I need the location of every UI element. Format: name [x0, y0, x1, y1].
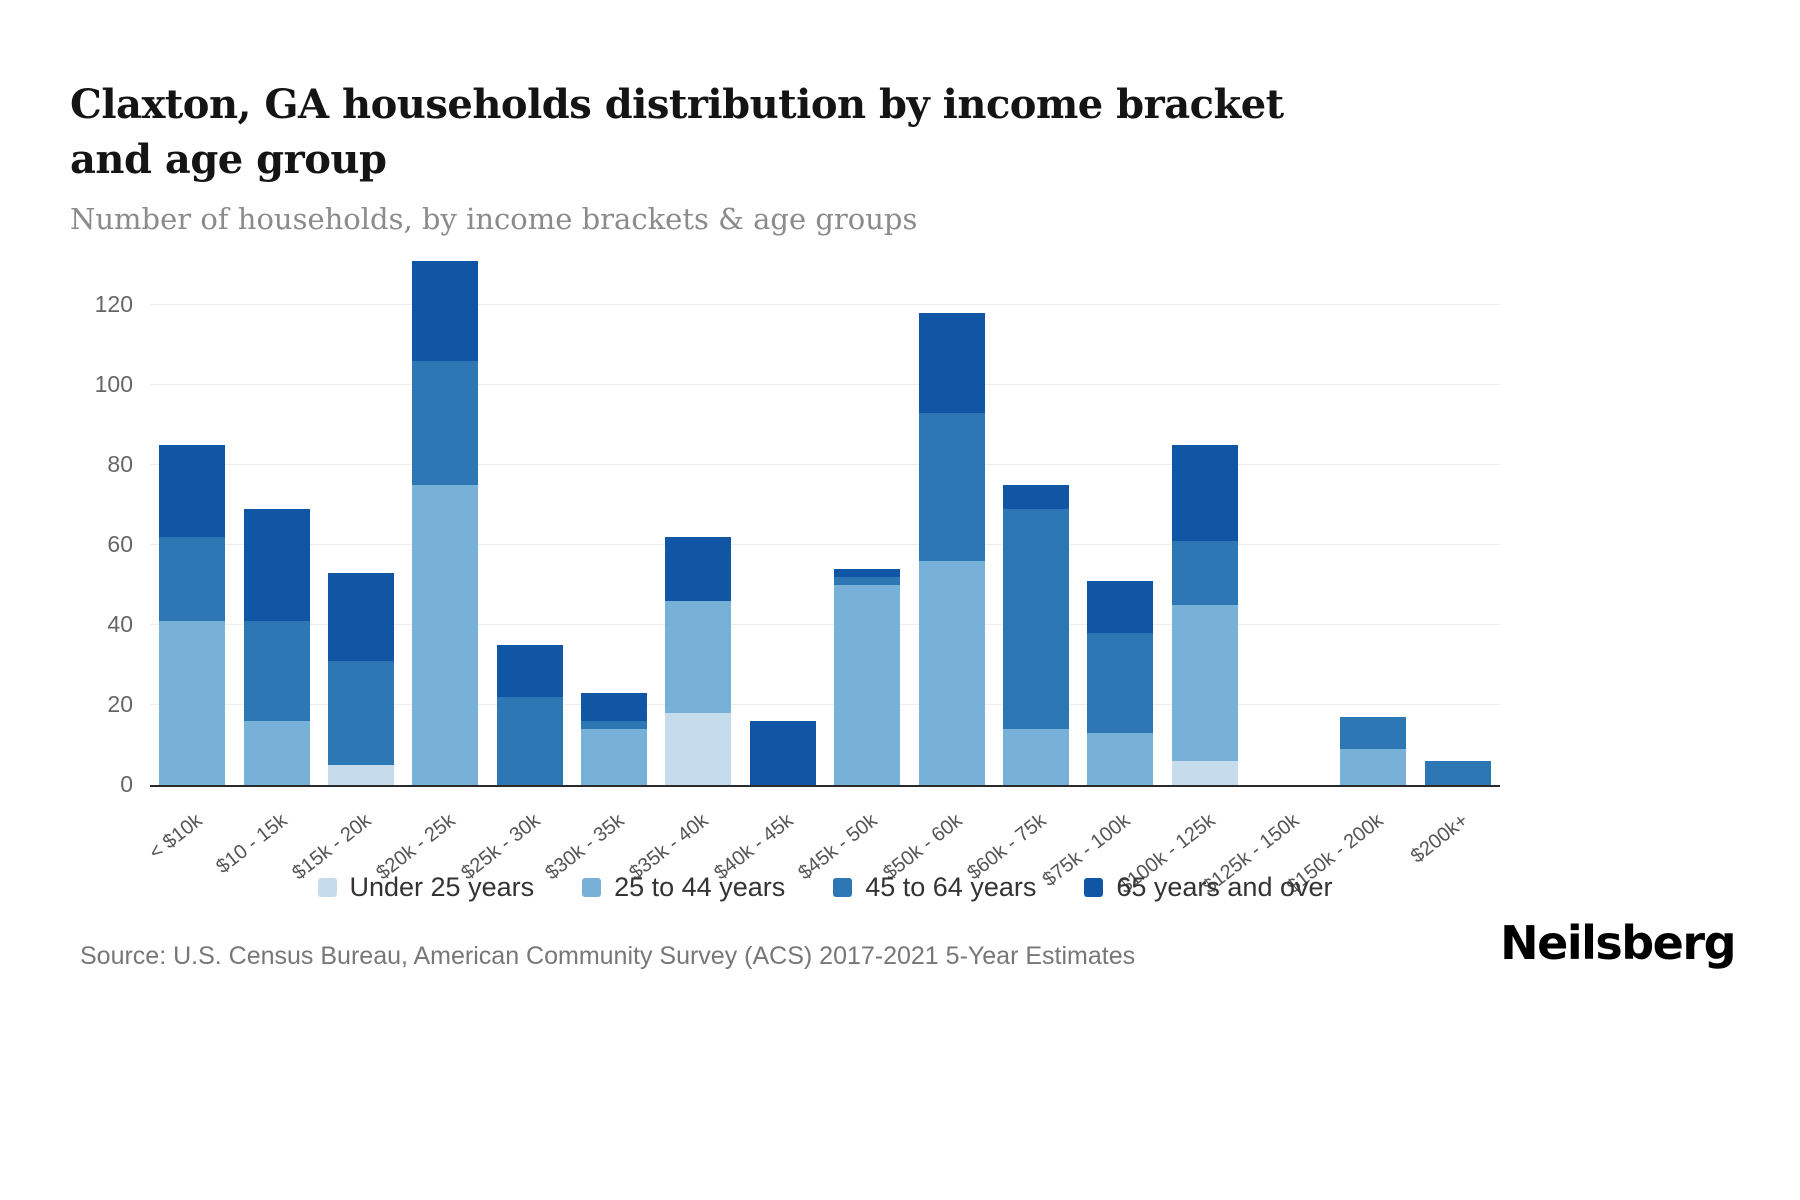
bar-segment[interactable] [327, 661, 394, 765]
bar-segment[interactable] [1171, 541, 1238, 605]
legend: Under 25 years 25 to 44 years 45 to 64 yea… [150, 872, 1500, 903]
bar-segment[interactable] [496, 697, 563, 785]
gridline [150, 384, 1500, 385]
source-note: Source: U.S. Census Bureau, American Com… [80, 942, 1136, 970]
plot-area: 0 20 40 60 80 100 120 < $10k $10 - 15k $15k - 20k… [95, 257, 1500, 898]
y-axis-tick-label: 0 [120, 771, 133, 797]
legend-swatch [582, 878, 602, 897]
bar-segment[interactable] [1171, 445, 1238, 541]
gridline [150, 544, 1500, 545]
bar-segment[interactable] [665, 713, 732, 785]
bar-segment[interactable] [412, 361, 479, 485]
bar-segment[interactable] [243, 621, 310, 721]
bar-segment[interactable] [159, 445, 226, 537]
bar-segment[interactable] [581, 729, 648, 785]
bar-segment[interactable] [1087, 733, 1154, 785]
y-axis-tick-label: 60 [107, 531, 133, 557]
bar-segment[interactable] [412, 261, 479, 361]
y-axis-tick-label: 100 [94, 371, 133, 397]
bar-segment[interactable] [496, 645, 563, 697]
bar-segment[interactable] [918, 313, 985, 413]
brand-logo: Neilsberg [1500, 916, 1736, 970]
bar-segment[interactable] [749, 721, 816, 785]
bar-segment[interactable] [834, 577, 901, 585]
legend-item[interactable]: Under 25 years [317, 872, 535, 903]
bar-segment[interactable] [159, 621, 226, 785]
x-axis-tick-label: < $10k [145, 809, 207, 865]
legend-label: 65 years and over [1116, 872, 1333, 902]
bar-segment[interactable] [1002, 485, 1069, 509]
bar-segment[interactable] [1424, 761, 1491, 785]
legend-label: 25 to 44 years [614, 872, 786, 902]
bar-segment[interactable] [159, 537, 226, 621]
chart-title: Claxton, GA households distribution by i… [70, 80, 1284, 183]
bar-segment[interactable] [581, 693, 648, 721]
chart-subtitle: Number of households, by income brackets… [70, 202, 918, 236]
bar-segment[interactable] [1340, 717, 1407, 749]
legend-swatch [833, 878, 853, 897]
gridline [150, 304, 1500, 305]
y-axis-tick-label: 40 [107, 611, 133, 637]
bar-segment[interactable] [327, 573, 394, 661]
bar-segment[interactable] [243, 721, 310, 785]
bar-segment[interactable] [1340, 749, 1407, 785]
legend-swatch [1084, 878, 1104, 897]
legend-item[interactable]: 65 years and over [1084, 872, 1333, 903]
bar-segment[interactable] [412, 485, 479, 785]
bar-segment[interactable] [1002, 509, 1069, 729]
gridline [150, 704, 1500, 705]
legend-item[interactable]: 45 to 64 years [833, 872, 1036, 903]
legend-swatch [317, 878, 337, 897]
bar-segment[interactable] [665, 601, 732, 713]
gridline [150, 464, 1500, 465]
bar-segment[interactable] [581, 721, 648, 729]
bar-segment[interactable] [918, 413, 985, 561]
bar-segment[interactable] [834, 569, 901, 577]
bar-segment[interactable] [1002, 729, 1069, 785]
bar-segment[interactable] [918, 561, 985, 785]
bar-segment[interactable] [1171, 761, 1238, 785]
bar-segment[interactable] [1171, 605, 1238, 761]
legend-item[interactable]: 25 to 44 years [582, 872, 785, 903]
bar-segment[interactable] [1087, 633, 1154, 733]
bar-segment[interactable] [1087, 581, 1154, 633]
legend-label: Under 25 years [349, 872, 535, 902]
gridline [150, 624, 1500, 625]
y-axis-tick-label: 120 [94, 291, 133, 317]
y-axis-tick-label: 20 [107, 691, 133, 717]
bar-segment[interactable] [243, 509, 310, 621]
x-axis-tick-label: $10 - 15k [211, 809, 292, 879]
bar-segment[interactable] [834, 585, 901, 785]
x-axis-tick-label: $200k+ [1406, 809, 1473, 868]
bar-segment[interactable] [327, 765, 394, 785]
bar-segment[interactable] [665, 537, 732, 601]
y-axis-tick-label: 80 [107, 451, 133, 477]
legend-label: 45 to 64 years [865, 872, 1037, 902]
